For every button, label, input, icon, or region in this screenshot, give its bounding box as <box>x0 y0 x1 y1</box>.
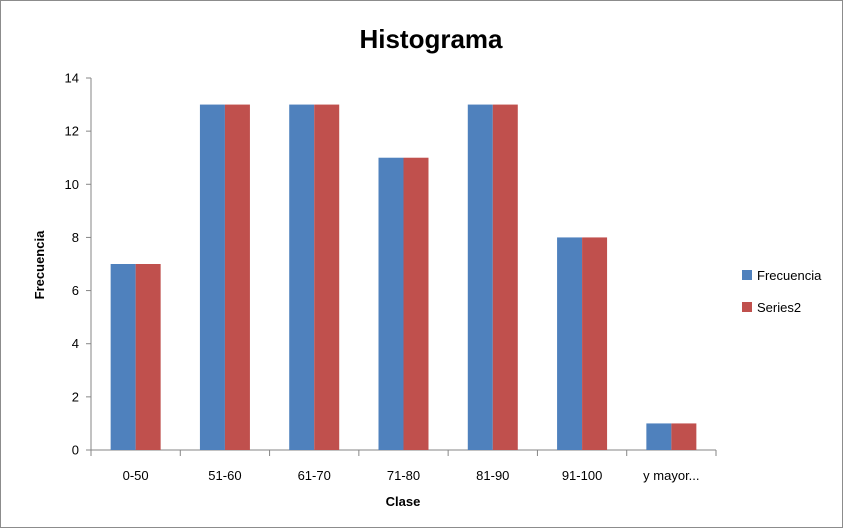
y-tick-label: 8 <box>72 230 79 245</box>
x-tick-label: 51-60 <box>208 468 241 483</box>
y-tick-label: 10 <box>65 177 79 192</box>
bar-frecuencia-3 <box>289 104 315 451</box>
bar-series2-5 <box>492 104 518 451</box>
x-tick-label: 0-50 <box>123 468 149 483</box>
bar-frecuencia-1 <box>110 264 136 450</box>
bar-series2-6 <box>582 237 608 450</box>
bar-series2-1 <box>135 264 161 450</box>
y-axis-label: Frecuencia <box>32 230 47 299</box>
x-tick-label: 61-70 <box>298 468 331 483</box>
x-tick-label: 81-90 <box>476 468 509 483</box>
bar-series2-7 <box>671 423 697 450</box>
x-tick-label: y mayor... <box>643 468 699 483</box>
x-axis-label: Clase <box>386 494 421 509</box>
legend-label-series2: Series2 <box>757 300 801 315</box>
bar-series2-3 <box>314 104 340 451</box>
bar-frecuencia-2 <box>199 104 225 451</box>
y-tick-label: 2 <box>72 389 79 404</box>
x-tick-label: 71-80 <box>387 468 420 483</box>
legend-swatch-frecuencia <box>742 270 752 280</box>
legend-label-frecuencia: Frecuencia <box>757 268 822 283</box>
y-tick-label: 12 <box>65 124 79 139</box>
bar-series2-4 <box>403 157 429 450</box>
plot-area: 0 2 4 6 8 10 12 14 0-50 51-60 61-70 71-80 81-90 91-10… <box>65 71 717 483</box>
y-tick-label: 6 <box>72 283 79 298</box>
y-tick-label: 0 <box>72 443 79 458</box>
legend-swatch-series2 <box>742 302 752 312</box>
legend: Frecuencia Series2 <box>742 268 822 315</box>
bar-frecuencia-6 <box>557 237 583 450</box>
chart-title: Histograma <box>359 24 503 54</box>
bar-frecuencia-7 <box>646 423 672 450</box>
y-tick-label: 4 <box>72 336 79 351</box>
bar-frecuencia-4 <box>378 157 404 450</box>
bar-frecuencia-5 <box>467 104 493 451</box>
bar-series2-2 <box>224 104 250 451</box>
x-tick-label: 91-100 <box>562 468 602 483</box>
y-tick-label: 14 <box>65 71 79 86</box>
